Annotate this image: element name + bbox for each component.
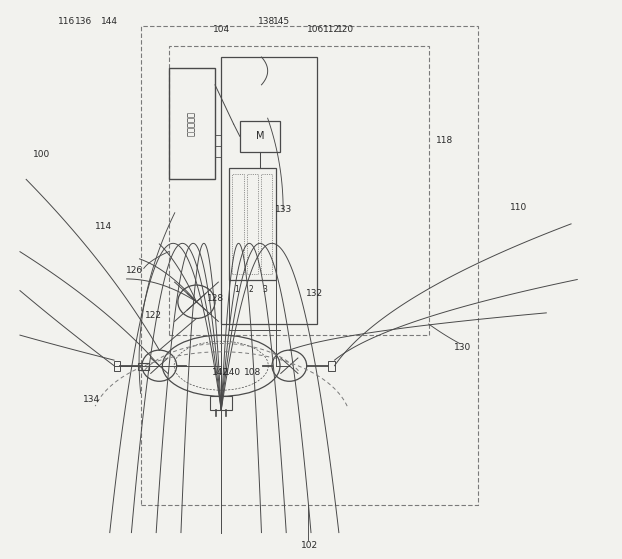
Text: 102: 102 [301,541,318,550]
Text: 116: 116 [58,17,75,26]
Bar [328,361,335,371]
Text: プロセッサ: プロセッサ [187,111,197,136]
Text: 120: 120 [337,25,355,34]
Bar [114,361,120,371]
Bar [137,363,149,369]
Text: 104: 104 [213,25,230,34]
Text: 118: 118 [435,136,453,145]
Text: 142: 142 [211,368,228,377]
Text: 138: 138 [258,17,275,26]
Text: 3: 3 [262,285,267,294]
Text: 133: 133 [274,206,292,215]
Text: 128: 128 [207,295,223,304]
Text: 110: 110 [510,203,527,212]
Bar [261,174,272,274]
Bar [246,174,258,274]
Text: 134: 134 [83,395,100,404]
Bar [169,68,215,179]
Bar [233,174,243,274]
Text: 108: 108 [244,368,261,377]
Text: 145: 145 [272,17,290,26]
Bar [221,57,317,324]
Text: 2: 2 [249,285,253,294]
Text: 126: 126 [126,266,143,274]
Text: 112: 112 [323,25,340,34]
Text: 140: 140 [225,368,241,377]
Text: M: M [256,131,264,141]
Text: 114: 114 [95,222,112,231]
Text: 130: 130 [454,343,471,352]
Text: 100: 100 [33,150,50,159]
Text: 136: 136 [75,17,93,26]
Text: 132: 132 [305,289,323,298]
Bar [240,121,280,151]
Text: 122: 122 [144,311,162,320]
Text: 1: 1 [234,285,239,294]
Text: 144: 144 [101,17,118,26]
Bar [210,396,233,410]
Bar [230,168,276,280]
Text: 106: 106 [307,25,325,34]
